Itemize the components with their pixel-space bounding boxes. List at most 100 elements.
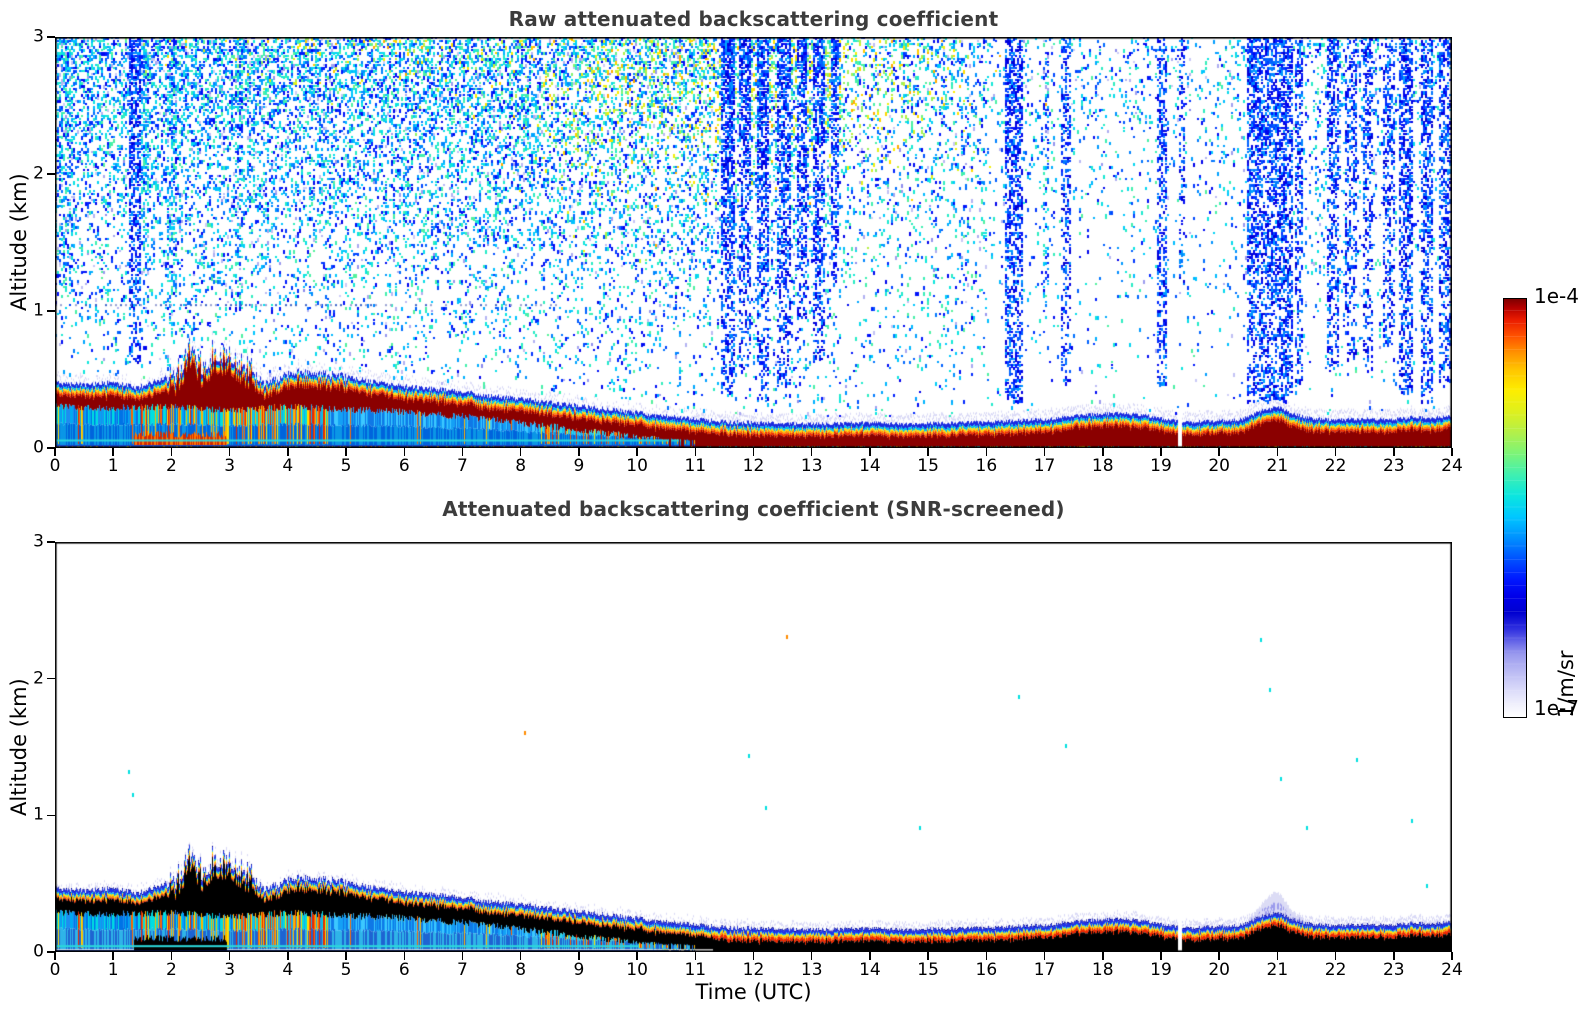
- screened-panel-title: Attenuated backscattering coefficient (S…: [442, 497, 1065, 521]
- x-tick-mark: [578, 952, 580, 960]
- x-tick-mark: [1393, 448, 1395, 456]
- x-tick-mark: [170, 448, 173, 456]
- x-tick-label: 4: [282, 960, 294, 980]
- x-tick-label: 24: [1441, 456, 1463, 476]
- screened-y-axis-label: Altitude (km): [7, 678, 31, 816]
- colorbar-unit-label: 1/m/sr: [1554, 650, 1578, 718]
- x-tick-label: 13: [800, 960, 823, 980]
- x-tick-mark: [112, 952, 114, 960]
- x-tick-label: 2: [165, 456, 177, 476]
- colorbar: [1503, 298, 1527, 718]
- raw-panel-title: Raw attenuated backscattering coefficien…: [508, 7, 999, 31]
- x-tick-mark: [1334, 448, 1337, 456]
- x-tick-label: 1: [107, 960, 119, 980]
- x-tick-mark: [694, 448, 697, 456]
- x-tick-mark: [287, 952, 289, 960]
- y-tick-mark: [47, 677, 55, 680]
- x-tick-label: 9: [573, 960, 585, 980]
- x-tick-label: 12: [742, 456, 765, 476]
- x-tick-mark: [228, 448, 231, 456]
- x-tick-label: 12: [742, 960, 765, 980]
- y-tick-label: 2: [33, 668, 44, 689]
- x-tick-mark: [170, 952, 173, 960]
- x-tick-label: 10: [626, 456, 648, 476]
- x-tick-label: 6: [398, 456, 410, 476]
- y-tick-mark: [47, 36, 55, 38]
- x-tick-mark: [636, 448, 638, 456]
- x-tick-label: 20: [1208, 456, 1230, 476]
- x-tick-label: 17: [1033, 960, 1056, 980]
- x-tick-mark: [1160, 952, 1162, 960]
- x-tick-label: 17: [1033, 456, 1056, 476]
- x-tick-mark: [1218, 448, 1220, 456]
- x-tick-label: 4: [282, 456, 294, 476]
- x-tick-label: 19: [1150, 960, 1172, 980]
- x-tick-label: 21: [1266, 456, 1289, 476]
- x-tick-mark: [1160, 448, 1162, 456]
- x-tick-label: 11: [684, 960, 707, 980]
- x-tick-mark: [810, 448, 813, 456]
- x-tick-label: 16: [975, 456, 998, 476]
- y-tick-mark: [47, 310, 55, 312]
- x-tick-mark: [345, 448, 347, 456]
- x-tick-mark: [519, 952, 522, 960]
- y-tick-mark: [47, 951, 55, 953]
- x-tick-label: 3: [224, 456, 236, 476]
- x-tick-mark: [1393, 952, 1395, 960]
- x-tick-mark: [403, 448, 405, 456]
- x-tick-label: 11: [684, 456, 707, 476]
- y-tick-label: 0: [33, 941, 44, 962]
- x-tick-mark: [1102, 952, 1104, 960]
- x-tick-mark: [461, 448, 464, 456]
- x-tick-mark: [228, 952, 231, 960]
- y-tick-mark: [47, 814, 55, 817]
- x-tick-label: 5: [340, 456, 352, 476]
- x-tick-mark: [1451, 448, 1453, 456]
- y-tick-mark: [47, 173, 55, 175]
- x-tick-label: 20: [1208, 960, 1230, 980]
- x-tick-mark: [869, 952, 871, 960]
- x-tick-label: 13: [800, 456, 823, 476]
- x-tick-label: 6: [398, 960, 410, 980]
- x-tick-label: 8: [515, 960, 527, 980]
- x-tick-mark: [1451, 952, 1453, 960]
- x-tick-mark: [1276, 448, 1279, 456]
- x-tick-mark: [287, 448, 289, 456]
- x-tick-label: 24: [1441, 960, 1463, 980]
- x-tick-mark: [752, 952, 755, 960]
- x-tick-label: 16: [975, 960, 998, 980]
- y-tick-mark: [47, 541, 55, 543]
- colorbar-max-label: 1e-4: [1534, 284, 1579, 308]
- x-tick-mark: [112, 448, 114, 456]
- x-tick-mark: [54, 952, 56, 960]
- y-tick-mark: [47, 447, 55, 449]
- x-tick-label: 19: [1150, 456, 1172, 476]
- x-tick-mark: [752, 448, 755, 456]
- x-tick-label: 18: [1091, 456, 1114, 476]
- x-tick-mark: [694, 952, 697, 960]
- x-tick-label: 23: [1382, 456, 1405, 476]
- x-tick-mark: [869, 448, 871, 456]
- x-tick-mark: [461, 952, 464, 960]
- y-tick-label: 0: [33, 437, 44, 458]
- x-tick-mark: [54, 448, 56, 456]
- x-tick-label: 15: [917, 960, 939, 980]
- x-tick-label: 14: [859, 960, 881, 980]
- x-tick-label: 14: [859, 456, 881, 476]
- y-tick-label: 1: [33, 804, 44, 825]
- x-tick-mark: [1218, 952, 1220, 960]
- x-tick-label: 15: [917, 456, 939, 476]
- x-tick-mark: [345, 952, 347, 960]
- x-tick-mark: [1334, 952, 1337, 960]
- x-tick-label: 22: [1324, 960, 1347, 980]
- raw-y-axis-label: Altitude (km): [7, 173, 31, 312]
- raw-backscatter-heatmap: [55, 37, 1452, 448]
- x-tick-mark: [1102, 448, 1104, 456]
- x-tick-label: 2: [165, 960, 177, 980]
- screened-backscatter-heatmap: [55, 542, 1452, 952]
- x-tick-label: 7: [457, 960, 468, 980]
- x-tick-mark: [927, 448, 929, 456]
- x-tick-label: 7: [457, 456, 468, 476]
- x-tick-mark: [519, 448, 522, 456]
